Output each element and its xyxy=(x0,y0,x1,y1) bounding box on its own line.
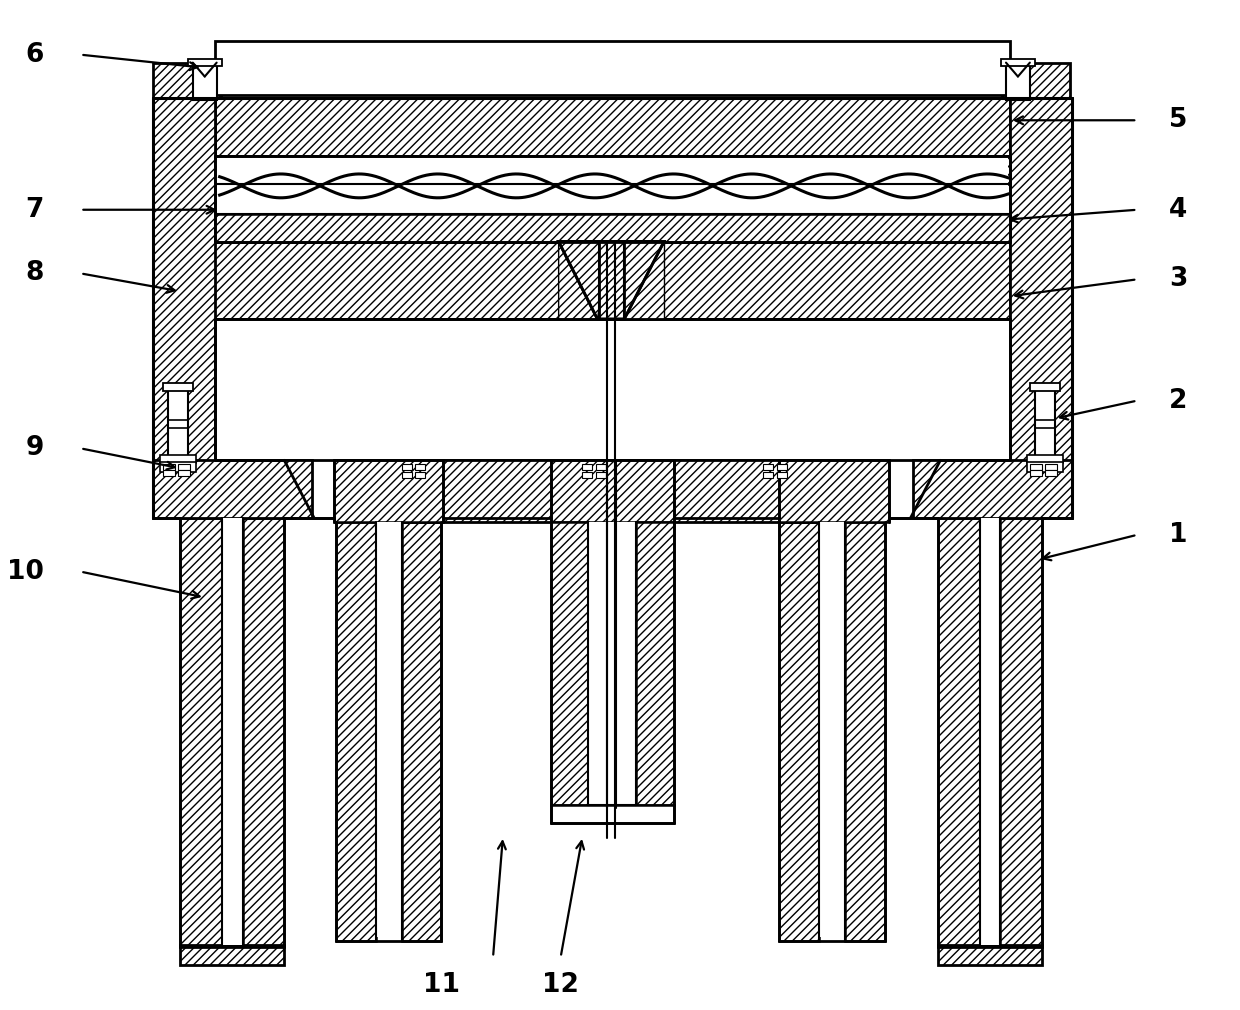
Bar xyxy=(1027,463,1063,473)
Text: 5: 5 xyxy=(1169,107,1188,133)
Polygon shape xyxy=(559,241,663,319)
Bar xyxy=(1027,456,1063,464)
Bar xyxy=(153,63,221,160)
Bar xyxy=(415,465,425,471)
Bar xyxy=(177,465,190,471)
Bar xyxy=(1035,389,1055,463)
Bar xyxy=(180,518,222,947)
Bar xyxy=(1045,471,1056,476)
Bar xyxy=(779,522,820,941)
Bar xyxy=(1001,59,1035,66)
Bar xyxy=(999,518,1042,947)
Bar xyxy=(162,465,175,471)
Bar xyxy=(180,945,284,966)
Bar xyxy=(777,473,787,478)
Bar xyxy=(217,158,1008,212)
Text: 7: 7 xyxy=(25,197,43,223)
Bar xyxy=(167,389,187,463)
Bar xyxy=(1045,465,1056,471)
Bar xyxy=(162,471,175,476)
Bar xyxy=(939,945,1042,966)
Text: 6: 6 xyxy=(25,41,43,68)
Bar xyxy=(599,241,624,319)
Bar xyxy=(551,461,675,522)
Bar xyxy=(980,518,999,945)
Bar xyxy=(1006,63,1030,100)
Bar xyxy=(215,319,1009,461)
Bar xyxy=(1030,383,1060,391)
Bar xyxy=(376,522,402,937)
Bar xyxy=(1002,63,1070,160)
Bar xyxy=(583,473,593,478)
Bar xyxy=(1009,98,1071,478)
Bar xyxy=(402,465,412,471)
Bar xyxy=(153,241,1009,319)
Bar xyxy=(551,522,589,805)
Text: 11: 11 xyxy=(423,973,460,998)
Bar xyxy=(215,98,1009,157)
Bar xyxy=(383,461,841,522)
Bar xyxy=(402,473,412,478)
Bar xyxy=(583,465,593,471)
Text: 4: 4 xyxy=(1169,197,1187,223)
Bar xyxy=(153,461,312,518)
Bar xyxy=(187,59,222,66)
Bar xyxy=(402,522,441,941)
Bar xyxy=(913,461,1071,518)
Text: 9: 9 xyxy=(25,435,43,462)
Bar xyxy=(560,243,662,317)
Bar xyxy=(215,40,1009,95)
Bar xyxy=(1030,465,1042,471)
Polygon shape xyxy=(559,241,610,319)
Bar xyxy=(160,463,196,473)
Bar xyxy=(215,214,1009,241)
Bar xyxy=(636,522,675,805)
Bar xyxy=(844,522,884,941)
Bar xyxy=(820,522,844,937)
Bar xyxy=(177,471,190,476)
Text: 10: 10 xyxy=(6,559,43,585)
Bar xyxy=(162,383,192,391)
Bar xyxy=(596,465,606,471)
Text: 8: 8 xyxy=(25,261,43,287)
Bar xyxy=(153,98,215,478)
Bar xyxy=(777,465,787,471)
Text: 12: 12 xyxy=(542,973,579,998)
Bar xyxy=(222,518,243,945)
Bar xyxy=(336,522,376,941)
Text: 2: 2 xyxy=(1169,388,1188,414)
Polygon shape xyxy=(610,241,663,319)
Bar xyxy=(764,465,774,471)
Bar xyxy=(415,473,425,478)
Bar xyxy=(215,157,1009,184)
Bar xyxy=(334,461,444,522)
Bar xyxy=(551,805,675,823)
Text: 3: 3 xyxy=(1169,267,1188,292)
Bar xyxy=(589,522,636,805)
Bar xyxy=(192,63,217,100)
Bar xyxy=(596,473,606,478)
Bar xyxy=(939,518,980,947)
Bar xyxy=(160,456,196,464)
Bar xyxy=(1030,471,1042,476)
Bar xyxy=(779,461,889,522)
Text: 1: 1 xyxy=(1169,522,1188,547)
Bar xyxy=(764,473,774,478)
Bar xyxy=(243,518,284,947)
